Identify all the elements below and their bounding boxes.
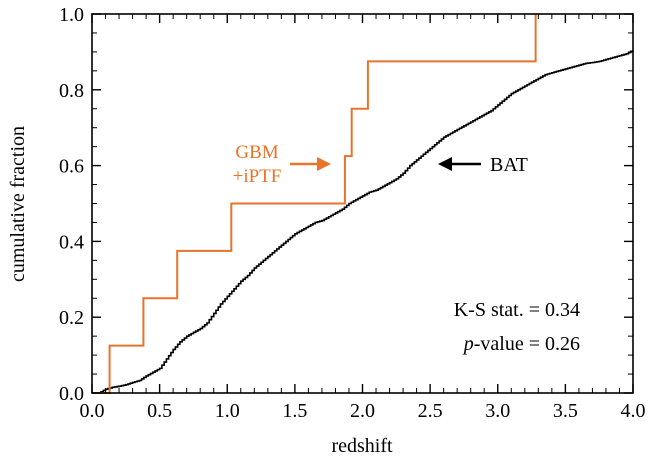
x-tick-label: 1.5 xyxy=(282,400,307,422)
x-tick-label: 0.5 xyxy=(147,400,172,422)
p-value-label: p-value = 0.26 xyxy=(462,333,580,355)
x-tick-label: 1.0 xyxy=(215,400,240,422)
x-axis-title: redshift xyxy=(331,435,393,457)
x-axis-ticks: 0.0 0.5 1.0 1.5 2.0 2.5 3.0 3.5 4.0 xyxy=(80,14,646,422)
x-tick-label: 3.5 xyxy=(553,400,578,422)
y-axis-title: cumulative fraction xyxy=(7,126,29,282)
bat-label: BAT xyxy=(490,154,528,176)
y-tick-label: 0.6 xyxy=(59,156,84,178)
gbm-iptf-series-line xyxy=(92,14,537,394)
x-tick-label: 4.0 xyxy=(621,400,646,422)
gbm-label-line2: +iPTF xyxy=(233,166,282,187)
y-axis-ticks: 0.0 0.2 0.4 0.6 0.8 1.0 xyxy=(59,4,633,405)
ks-stat-label: K-S stat. = 0.34 xyxy=(454,299,580,321)
x-tick-label: 0.0 xyxy=(80,400,105,422)
gbm-arrow-icon xyxy=(290,157,331,171)
y-tick-label: 0.0 xyxy=(59,383,84,405)
y-tick-label: 1.0 xyxy=(59,4,84,26)
y-tick-label: 0.8 xyxy=(59,80,84,102)
x-tick-label: 2.0 xyxy=(350,400,375,422)
bat-arrow-icon xyxy=(438,157,481,171)
bat-series-line xyxy=(94,50,634,394)
y-tick-label: 0.4 xyxy=(59,231,84,253)
x-tick-label: 3.0 xyxy=(485,400,510,422)
gbm-label-line1: GBM xyxy=(235,142,278,163)
y-tick-label: 0.2 xyxy=(59,307,84,329)
p-value-italic: p xyxy=(462,333,474,355)
p-value-rest: -value = 0.26 xyxy=(474,333,580,355)
x-tick-label: 2.5 xyxy=(418,400,443,422)
